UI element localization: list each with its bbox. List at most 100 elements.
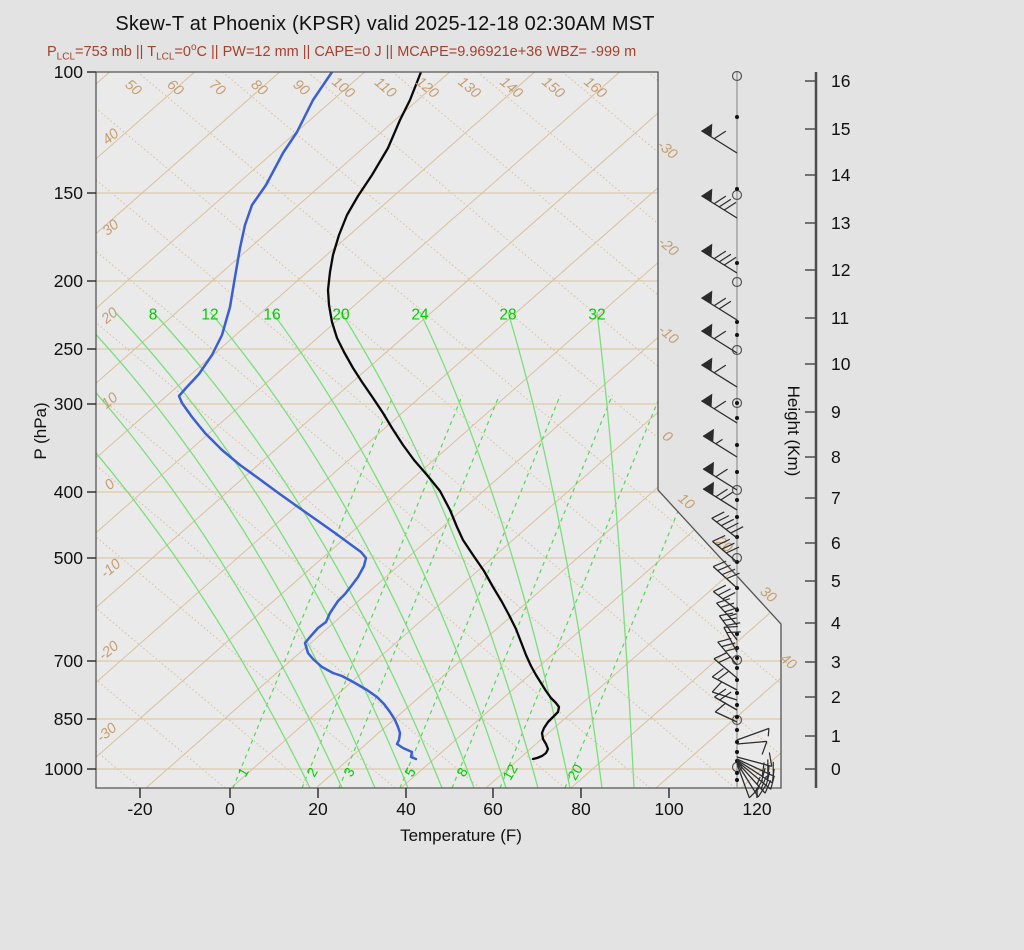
barb-shaft xyxy=(718,615,738,641)
barb-feather xyxy=(713,330,727,340)
temperature-axis: -20 0 20 40 60 80 100 120 xyxy=(127,788,772,819)
barb-feather xyxy=(723,625,738,628)
temp-tick-label: 0 xyxy=(225,799,235,819)
barb-feather xyxy=(718,656,732,664)
barb-feather xyxy=(723,201,737,211)
dry-adiabat-label: -10 xyxy=(655,322,681,348)
barb-feather xyxy=(726,631,741,634)
height-tick-label: 11 xyxy=(831,308,849,328)
staff-dot xyxy=(735,666,739,670)
wind-barb xyxy=(716,598,739,626)
barb-shaft xyxy=(717,641,738,666)
height-tick-label: 2 xyxy=(831,687,841,707)
barb-feather xyxy=(730,526,744,534)
moist-adiabat-line xyxy=(271,311,507,788)
barb-pennant xyxy=(701,243,713,258)
isotherm-label: 30 xyxy=(100,217,123,240)
barb-feather xyxy=(761,762,765,777)
wind-barb xyxy=(713,652,738,679)
barb-feather xyxy=(717,588,731,596)
temp-tick-label: 40 xyxy=(396,799,416,819)
barb-half-feather xyxy=(756,776,761,785)
barb-feather xyxy=(723,256,737,266)
isotherm-line xyxy=(96,72,450,788)
staff-circle xyxy=(731,70,743,82)
wind-barb xyxy=(718,612,741,641)
barb-feather xyxy=(714,702,727,713)
isotherm-line xyxy=(230,72,781,788)
staff-dot xyxy=(735,416,739,420)
mixing-ratio-line xyxy=(451,394,613,788)
wind-barb xyxy=(736,761,772,794)
barb-feather xyxy=(720,518,734,527)
temp-tick-label: -20 xyxy=(127,799,153,819)
barb-feather xyxy=(721,542,735,550)
isotherm-line xyxy=(96,72,781,788)
barb-feather xyxy=(726,622,741,627)
dry-adiabat-line xyxy=(96,72,651,788)
pressure-tick-label: 250 xyxy=(54,339,83,359)
grid-layer xyxy=(96,72,781,788)
barb-feather xyxy=(725,647,740,652)
moist-adiabat-label: 32 xyxy=(588,307,605,324)
barb-shaft xyxy=(702,488,738,511)
barb-pennant xyxy=(701,123,713,138)
pressure-tick-label: 1000 xyxy=(44,759,83,779)
plot-area xyxy=(96,72,781,788)
barb-feather xyxy=(770,775,775,790)
wind-barb xyxy=(736,760,775,790)
pressure-axis-title: P (hPa) xyxy=(31,402,50,460)
barb-feather xyxy=(711,667,724,678)
barb-pennant xyxy=(703,481,714,496)
isotherm-line xyxy=(485,72,781,788)
dry-adiabat-label: 10 xyxy=(675,491,698,514)
barb-feather xyxy=(718,198,732,208)
sounding-curves xyxy=(177,72,561,761)
barb-feather xyxy=(717,637,732,643)
wind-barb xyxy=(701,123,738,154)
dry-adiabat-line xyxy=(96,72,566,788)
staff-dot xyxy=(735,750,739,754)
barb-shaft xyxy=(736,758,774,777)
temp-tick-label: 120 xyxy=(742,799,771,819)
staff-dot xyxy=(735,715,739,719)
moist-adiabat-line xyxy=(96,311,376,788)
barb-shaft xyxy=(711,517,738,539)
height-tick-label: 9 xyxy=(831,402,841,422)
mixing-ratio-line xyxy=(499,394,661,788)
barb-feather xyxy=(717,670,730,681)
height-tick-label: 14 xyxy=(831,165,851,185)
moist-adiabat-line xyxy=(596,311,635,788)
barb-pennant xyxy=(701,393,713,408)
barb-feather xyxy=(718,300,732,310)
barb-pennant xyxy=(703,461,714,476)
barb-shaft xyxy=(736,762,759,798)
barb-feather xyxy=(713,250,727,260)
dry-adiabat-label: 0 xyxy=(659,428,675,445)
pressure-tick-label: 500 xyxy=(54,548,83,568)
barb-feather xyxy=(760,775,768,789)
moist-adiabat-label: 12 xyxy=(201,307,218,324)
barb-feather xyxy=(712,534,726,542)
staff-dot xyxy=(735,728,739,732)
barb-shaft xyxy=(714,711,738,723)
staff-dot xyxy=(735,333,739,337)
wind-profile xyxy=(701,70,775,799)
wind-barb xyxy=(717,637,740,666)
wind-barb xyxy=(736,762,767,798)
staff-dot xyxy=(735,470,739,474)
barb-feather xyxy=(721,568,736,576)
height-tick-label: 10 xyxy=(831,354,851,374)
staff-dot xyxy=(735,678,739,682)
wind-barb xyxy=(736,740,768,755)
dry-adiabat-label: 70 xyxy=(206,77,229,100)
barb-feather xyxy=(713,195,727,205)
barb-feather xyxy=(717,564,731,572)
wind-barb xyxy=(736,759,775,784)
height-tick-label: 4 xyxy=(831,613,841,633)
height-tick-label: 16 xyxy=(831,71,850,91)
dry-adiabat-label: 80 xyxy=(248,77,271,100)
mixing-ratio-line xyxy=(338,394,500,788)
